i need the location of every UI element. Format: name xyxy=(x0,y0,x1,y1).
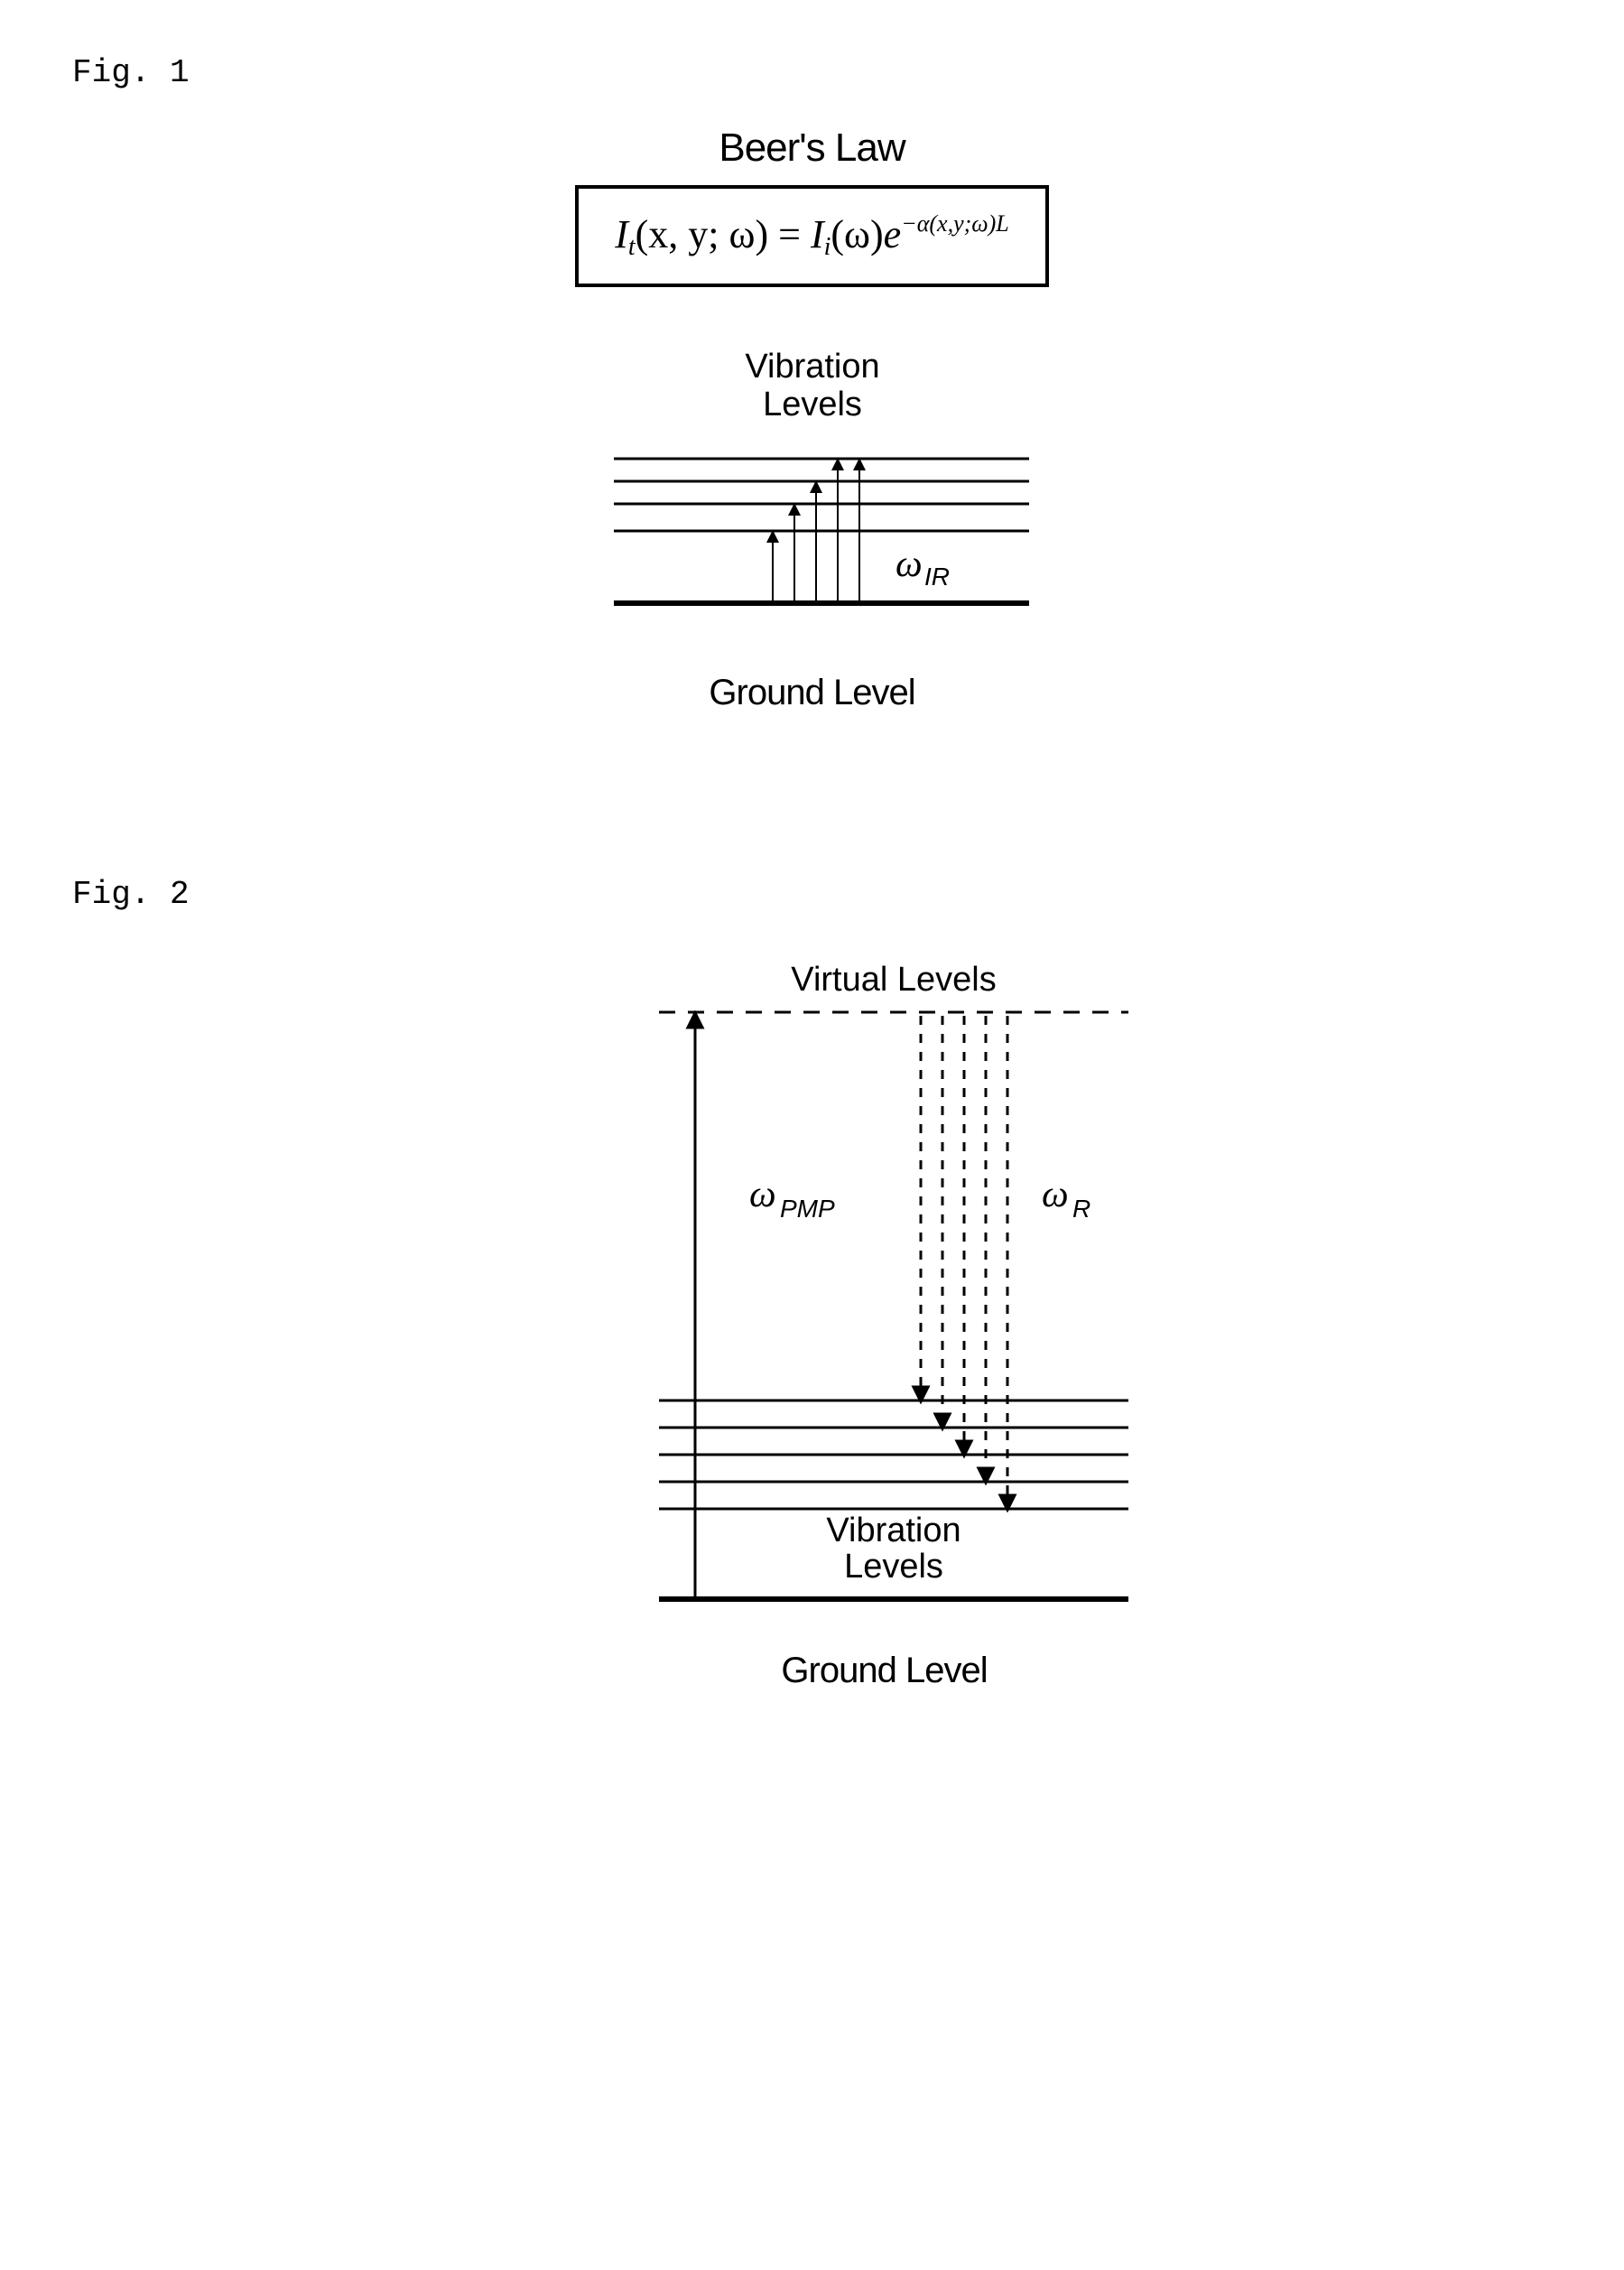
fig2-content: Virtual LevelsωPMPωRVibrationLevels Grou… xyxy=(72,949,1552,1691)
eq-rhs-args: (ω) xyxy=(831,212,883,256)
fig2-energy-diagram: Virtual LevelsωPMPωRVibrationLevels xyxy=(596,949,1174,1640)
fig1-ground-label: Ground Level xyxy=(709,673,914,713)
figure-2: Fig. 2 Virtual LevelsωPMPωRVibrationLeve… xyxy=(72,876,1552,1691)
eq-rhs-var: I xyxy=(811,212,824,256)
fig2-ground-label: Ground Level xyxy=(781,1651,987,1691)
svg-text:Levels: Levels xyxy=(763,386,862,423)
fig1-content: Beer's Law It(x, y; ω) = Ii(ω)e−α(x,y;ω)… xyxy=(72,127,1552,713)
figure-1: Fig. 1 Beer's Law It(x, y; ω) = Ii(ω)e−α… xyxy=(72,54,1552,713)
eq-exp-sup: −α(x,y;ω)L xyxy=(901,210,1009,237)
svg-text:Levels: Levels xyxy=(844,1548,943,1586)
fig2-label: Fig. 2 xyxy=(72,876,1552,913)
eq-sign: = xyxy=(768,212,811,256)
svg-text:IR: IR xyxy=(924,563,950,591)
fig2-svg: Virtual LevelsωPMPωRVibrationLevels xyxy=(596,949,1174,1635)
svg-text:R: R xyxy=(1072,1195,1090,1223)
svg-text:Vibration: Vibration xyxy=(745,350,879,386)
fig1-label: Fig. 1 xyxy=(72,54,1552,91)
eq-lhs-sub: t xyxy=(628,233,636,261)
svg-text:Vibration: Vibration xyxy=(826,1512,960,1549)
fig1-title: Beer's Law xyxy=(719,127,905,169)
svg-text:Virtual Levels: Virtual Levels xyxy=(791,961,996,999)
fig1-energy-diagram: VibrationLevels ωIR xyxy=(560,350,1065,662)
eq-lhs-var: I xyxy=(615,212,628,256)
svg-text:ω: ω xyxy=(896,544,923,585)
svg-text:ω: ω xyxy=(749,1174,776,1215)
svg-text:ω: ω xyxy=(1042,1174,1069,1215)
beers-law-equation: It(x, y; ω) = Ii(ω)e−α(x,y;ω)L xyxy=(575,185,1049,287)
fig1-svg: VibrationLevels ωIR xyxy=(560,350,1065,657)
eq-lhs-args: (x, y; ω) xyxy=(636,212,769,256)
eq-exp-base: e xyxy=(884,212,902,256)
svg-text:PMP: PMP xyxy=(780,1195,835,1223)
